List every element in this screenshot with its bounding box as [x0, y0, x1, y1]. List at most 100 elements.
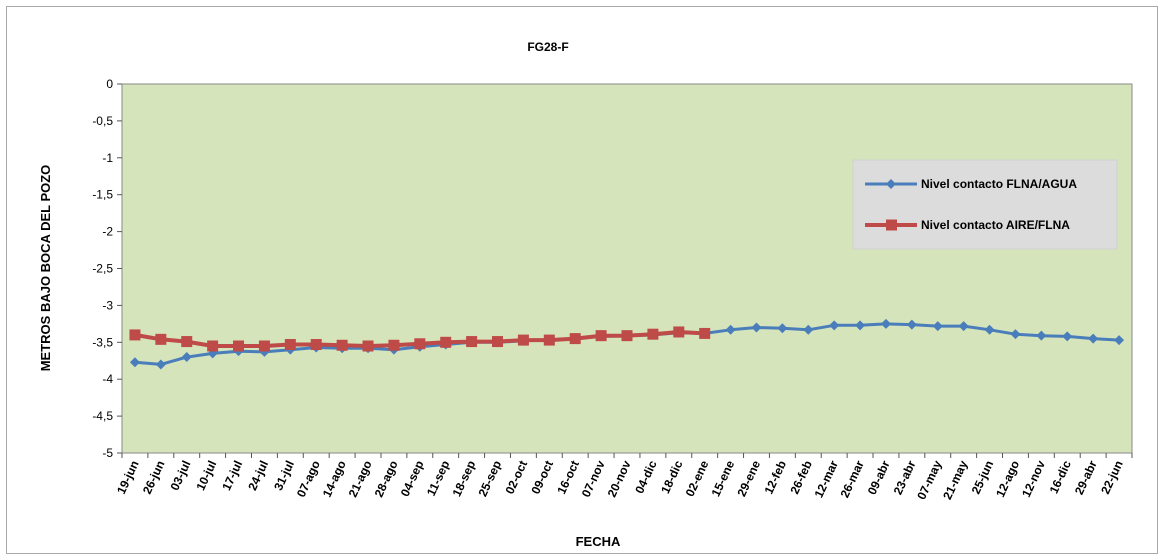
x-tick-label: 03-jul [168, 458, 194, 492]
x-tick-label: 12-ago [993, 458, 1022, 499]
data-point [777, 323, 788, 334]
data-point [880, 318, 891, 329]
data-point [1062, 331, 1073, 342]
legend-item-1: Nivel contacto FLNA/AGUA [865, 177, 1077, 191]
x-tick-label: 12-nov [1019, 458, 1048, 499]
x-tick-label: 14-ago [320, 458, 349, 499]
data-point [647, 328, 659, 340]
x-tick-label: 25-sep [475, 458, 504, 498]
x-tick-label: 19-jun [114, 458, 142, 496]
x-tick-label: 17-jul [219, 458, 245, 492]
data-point [1114, 335, 1125, 346]
x-tick-label: 29-abr [1072, 458, 1100, 497]
x-tick-label: 15-ene [709, 458, 738, 499]
x-tick-label: 21-may [940, 458, 970, 502]
x-tick-label: 22-jun [1098, 458, 1126, 496]
x-tick-label: 23-abr [891, 458, 919, 497]
data-point [725, 324, 736, 335]
legend-label: Nivel contacto FLNA/AGUA [921, 177, 1077, 191]
y-tick-label: -1,5 [92, 188, 113, 202]
y-tick-label: -4 [102, 372, 113, 386]
y-tick-label: 0 [106, 77, 113, 91]
data-point [1010, 329, 1021, 340]
data-point [569, 333, 581, 345]
data-point [751, 322, 762, 333]
data-point [492, 336, 504, 348]
legend-marker [886, 219, 897, 231]
x-tick-label: 12-feb [761, 458, 789, 496]
x-tick-label: 29-ene [734, 458, 763, 499]
data-point [207, 340, 219, 352]
x-tick-label: 16-oct [554, 458, 582, 496]
x-tick-label: 31-jul [271, 458, 297, 492]
data-point [258, 340, 270, 352]
data-point [595, 330, 607, 342]
series-2 [129, 326, 711, 352]
y-tick-label: -5 [102, 446, 113, 460]
x-tick-label: 07-nov [579, 458, 608, 499]
x-tick-label: 21-ago [346, 458, 375, 499]
y-axis-title: METROS BAJO BOCA DEL POZO [38, 165, 53, 372]
data-point [388, 339, 400, 351]
data-point [621, 330, 633, 342]
x-tick-label: 24-jul [245, 458, 271, 492]
x-tick-label: 02-oct [503, 458, 531, 496]
x-tick-label: 26-mar [837, 458, 866, 500]
data-point [129, 329, 141, 341]
data-point [699, 327, 711, 339]
data-point [984, 324, 995, 335]
y-tick-label: -1 [102, 151, 113, 165]
x-tick-label: 09-oct [528, 458, 556, 496]
data-point [1036, 330, 1047, 341]
chart-title: FG28-F [527, 40, 568, 54]
data-point [414, 338, 426, 350]
y-tick-label: -2,5 [92, 262, 113, 276]
data-point [284, 339, 296, 351]
legend-box [852, 159, 1118, 250]
data-point [310, 339, 322, 351]
x-tick-label: 10-jul [193, 458, 219, 492]
data-point [181, 336, 193, 348]
x-tick-label: 04-dic [632, 458, 659, 496]
x-tick-label: 02-ene [683, 458, 712, 499]
legend-item-2: Nivel contacto AIRE/FLNA [865, 218, 1070, 232]
data-point [855, 320, 866, 331]
data-point [517, 334, 529, 346]
x-tick-label: 11-sep [424, 458, 452, 498]
x-tick-label: 26-jun [140, 458, 168, 496]
x-tick-label: 18-dic [658, 458, 685, 496]
x-tick-label: 20-nov [605, 458, 634, 499]
data-point [673, 326, 685, 338]
data-point [440, 336, 452, 348]
y-tick-label: -2 [102, 225, 113, 239]
x-tick-label: 16-dic [1047, 458, 1074, 496]
data-point [155, 333, 167, 345]
data-point [932, 321, 943, 332]
data-point [829, 320, 840, 331]
data-point [233, 340, 245, 352]
y-tick-label: -3 [102, 298, 113, 312]
x-tick-label: 09-abr [865, 458, 893, 497]
legend-label: Nivel contacto AIRE/FLNA [921, 218, 1070, 232]
y-axis: 0 -0,5 -1 -1,5 -2 -2,5 -3 -3,5 -4 -4,5 -5 [92, 77, 122, 460]
x-axis-title: FECHA [576, 534, 621, 549]
y-tick-label: -0,5 [92, 114, 113, 128]
line-chart: FG28-F 0 -0,5 -1 -1,5 -2 -2,5 -3 -3,5 -4 -4,5 -5 1… [38, 40, 1133, 549]
data-point [129, 357, 140, 368]
y-tick-label: -3,5 [92, 335, 113, 349]
data-point [155, 359, 166, 370]
x-tick-label: 25-jun [969, 458, 997, 496]
x-tick-label: 04-sep [398, 458, 427, 498]
legend-marker [886, 179, 896, 189]
data-point [362, 340, 374, 352]
data-point [906, 319, 917, 330]
chart-frame: FG28-F 0 -0,5 -1 -1,5 -2 -2,5 -3 -3,5 -4 -4,5 -5 1… [6, 6, 1158, 554]
data-point [1088, 333, 1099, 344]
data-point [958, 321, 969, 332]
data-point [543, 334, 555, 346]
data-point [181, 352, 192, 363]
y-tick-label: -4,5 [92, 409, 113, 423]
series-layer [129, 318, 1125, 370]
legend: Nivel contacto FLNA/AGUA Nivel contacto A… [852, 159, 1118, 250]
